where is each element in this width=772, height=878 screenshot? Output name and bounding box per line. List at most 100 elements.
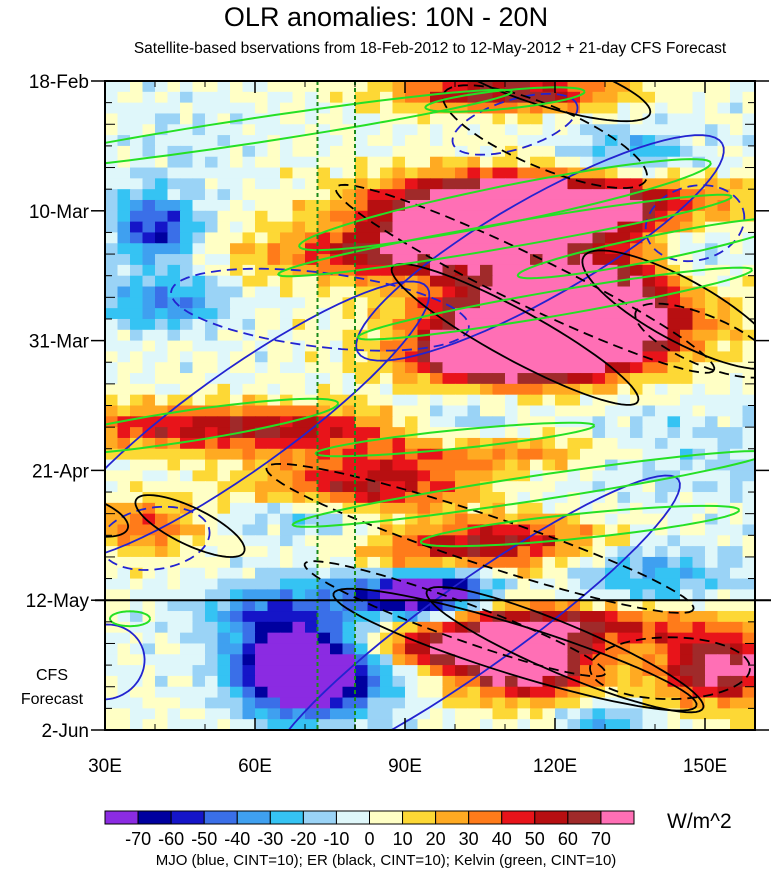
- heatmap-cell: [542, 556, 556, 569]
- heatmap-cell: [517, 427, 531, 439]
- heatmap-cell: [455, 318, 469, 331]
- heatmap-cell: [555, 589, 569, 601]
- heatmap-cell: [742, 113, 755, 125]
- heatmap-cell: [330, 665, 344, 677]
- heatmap-cell: [680, 427, 694, 439]
- heatmap-cell: [442, 189, 456, 201]
- heatmap-cell: [492, 427, 506, 439]
- heatmap-cell: [530, 567, 544, 580]
- heatmap-cell: [192, 286, 206, 298]
- heatmap-cell: [530, 340, 544, 353]
- heatmap-cell: [292, 221, 306, 234]
- heatmap-cell: [405, 481, 419, 493]
- heatmap-cell: [342, 513, 356, 526]
- heatmap-cell: [292, 232, 306, 244]
- heatmap-cell: [192, 470, 206, 482]
- heatmap-cell: [280, 210, 294, 223]
- heatmap-cell: [692, 383, 706, 396]
- heatmap-cell: [242, 124, 256, 136]
- heatmap-cell: [592, 362, 606, 374]
- heatmap-cell: [442, 567, 456, 580]
- heatmap-cell: [367, 708, 381, 720]
- heatmap-cell: [192, 675, 206, 688]
- heatmap-cell: [380, 145, 394, 158]
- heatmap-cell: [505, 546, 519, 558]
- heatmap-cell: [230, 719, 244, 730]
- heatmap-cell: [380, 437, 394, 450]
- heatmap-cell: [630, 81, 644, 93]
- heatmap-cell: [605, 567, 619, 580]
- heatmap-cell: [392, 189, 406, 201]
- heatmap-cell: [580, 210, 594, 223]
- heatmap-cell: [330, 405, 344, 417]
- heatmap-cell: [430, 362, 444, 374]
- heatmap-cell: [467, 178, 481, 190]
- x-tick-label: 120E: [533, 756, 577, 777]
- heatmap-cell: [230, 329, 244, 342]
- heatmap-cell: [592, 189, 606, 201]
- heatmap-cell: [717, 124, 731, 136]
- heatmap-cell: [342, 308, 356, 320]
- heatmap-cell: [430, 145, 444, 158]
- heatmap-cell: [580, 362, 594, 374]
- heatmap-cell: [467, 102, 481, 115]
- heatmap-cell: [467, 643, 481, 655]
- heatmap-cell: [605, 589, 619, 601]
- heatmap-cell: [542, 578, 556, 590]
- heatmap-cell: [642, 351, 656, 363]
- kelvin-contour: [424, 86, 586, 113]
- heatmap-cell: [505, 502, 519, 515]
- heatmap-cell: [655, 81, 669, 93]
- heatmap-cell: [380, 210, 394, 223]
- heatmap-cell: [217, 286, 231, 298]
- heatmap-cell: [705, 427, 719, 439]
- heatmap-cell: [230, 416, 244, 428]
- heatmap-cell: [342, 232, 356, 244]
- heatmap-cell: [105, 405, 119, 417]
- heatmap-cell: [167, 286, 181, 298]
- heatmap-cell: [342, 178, 356, 190]
- heatmap-cell: [292, 329, 306, 342]
- heatmap-cell: [530, 481, 544, 493]
- heatmap-cell: [180, 556, 194, 569]
- heatmap-cell: [567, 362, 581, 374]
- heatmap-cell: [742, 697, 755, 709]
- heatmap-cell: [455, 81, 469, 93]
- heatmap-cell: [105, 275, 119, 288]
- heatmap-cell: [442, 416, 456, 428]
- heatmap-cell: [717, 102, 731, 115]
- heatmap-cell: [680, 81, 694, 93]
- heatmap-cell: [605, 675, 619, 688]
- heatmap-cell: [280, 308, 294, 320]
- heatmap-cell: [530, 448, 544, 461]
- heatmap-cell: [255, 264, 269, 277]
- heatmap-cell: [417, 394, 431, 407]
- heatmap-cell: [330, 156, 344, 169]
- heatmap-cell: [205, 135, 219, 147]
- colorbar-swatch: [468, 810, 503, 825]
- heatmap-cell: [705, 578, 719, 590]
- heatmap-cell: [455, 513, 469, 526]
- heatmap-cell: [317, 329, 331, 342]
- heatmap-cell: [630, 91, 644, 104]
- heatmap-cell: [542, 513, 556, 526]
- heatmap-cell: [342, 665, 356, 677]
- heatmap-cell: [630, 318, 644, 331]
- heatmap-cell: [730, 189, 744, 201]
- heatmap-cell: [655, 351, 669, 363]
- heatmap-cell: [642, 383, 656, 396]
- heatmap-cell: [142, 297, 156, 309]
- heatmap-cell: [105, 535, 119, 547]
- heatmap-cell: [605, 546, 619, 558]
- heatmap-cell: [517, 697, 531, 709]
- heatmap-cell: [367, 459, 381, 471]
- heatmap-cell: [217, 654, 231, 666]
- heatmap-cell: [705, 459, 719, 471]
- heatmap-cell: [280, 329, 294, 342]
- heatmap-cell: [680, 437, 694, 450]
- heatmap-cell: [492, 600, 506, 612]
- heatmap-cell: [105, 686, 119, 699]
- heatmap-cell: [592, 243, 606, 255]
- heatmap-cell: [692, 340, 706, 353]
- heatmap-cell: [305, 329, 319, 342]
